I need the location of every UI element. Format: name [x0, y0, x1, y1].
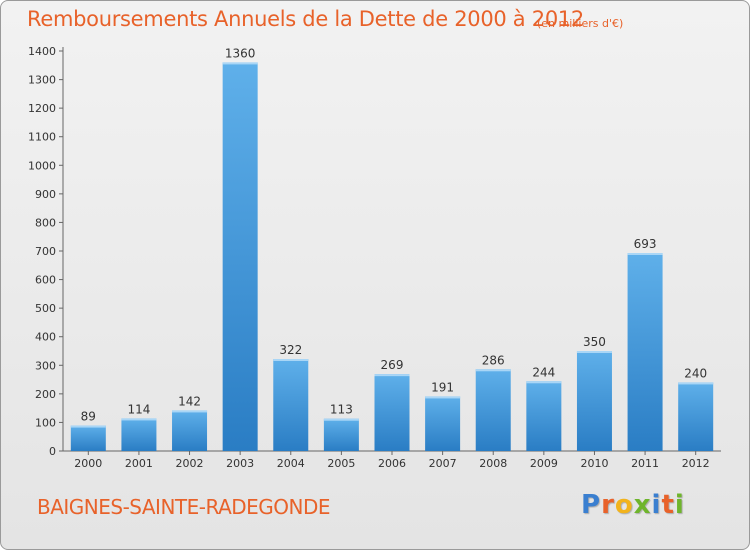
bar-highlight: [475, 369, 511, 372]
x-tick-label: 2012: [682, 457, 710, 470]
logo-letter: x: [633, 490, 652, 520]
y-tick-label: 500: [35, 302, 56, 315]
y-tick-label: 300: [35, 359, 56, 372]
logo-letter: P: [581, 490, 602, 520]
logo-letter: i: [651, 490, 662, 520]
y-tick-label: 900: [35, 188, 56, 201]
x-tick-label: 2006: [378, 457, 406, 470]
bar-2002: [172, 410, 208, 451]
x-tick-label: 2001: [125, 457, 153, 470]
axis-layer: 0 100 200 300 400 500 600 700 800 900 1000 1100 1200…: [28, 45, 721, 458]
bar-highlight: [526, 381, 562, 384]
municipality-name: BAIGNES-SAINTE-RADEGONDE: [37, 495, 331, 519]
bar-highlight: [172, 410, 208, 413]
value-label: 114: [127, 402, 150, 416]
value-label: 89: [81, 410, 96, 424]
y-tick-label: 0: [49, 445, 56, 458]
bar-highlight: [576, 351, 612, 353]
y-tick-label: 700: [35, 245, 56, 258]
bar-highlight: [425, 396, 461, 399]
value-label: 113: [330, 403, 353, 417]
bar-layer: [70, 62, 714, 452]
x-tick-label: 2007: [429, 457, 457, 470]
value-label: 142: [178, 394, 201, 408]
x-tick-label: 2009: [530, 457, 558, 470]
bar-highlight: [678, 382, 714, 385]
value-label: 286: [482, 353, 505, 367]
y-tick-label: 600: [35, 274, 56, 287]
bar-2006: [374, 374, 410, 451]
y-tick-label: 1100: [28, 131, 56, 144]
y-tick-label: 1400: [28, 45, 56, 58]
bar-highlight: [70, 425, 106, 428]
logo-letter: r: [601, 490, 615, 520]
value-label: 322: [279, 343, 302, 357]
y-tick-label: 800: [35, 216, 56, 229]
label-layer: 89 2000 114 2001 142 2002 1360 2003 322 2004 113 20…: [74, 46, 709, 470]
x-tick-label: 2008: [479, 457, 507, 470]
y-tick-label: 1200: [28, 102, 56, 115]
chart-title: Remboursements Annuels de la Dette de 20…: [27, 7, 584, 31]
bar-highlight: [222, 62, 258, 65]
y-tick-label: 1300: [28, 74, 56, 87]
y-tick-label: 400: [35, 331, 56, 344]
value-label: 269: [381, 358, 404, 372]
x-tick-label: 2000: [74, 457, 102, 470]
bar-highlight: [273, 359, 309, 361]
bar-2011: [627, 253, 663, 451]
bar-2007: [425, 396, 461, 451]
y-tick-label: 100: [35, 416, 56, 429]
value-label: 240: [684, 366, 707, 380]
value-label: 191: [431, 380, 454, 394]
bar-2005: [323, 418, 359, 451]
x-tick-label: 2002: [176, 457, 204, 470]
bar-highlight: [627, 253, 663, 255]
bar-2003: [222, 62, 258, 452]
bar-2012: [678, 382, 714, 451]
y-tick-label: 1000: [28, 159, 56, 172]
x-tick-label: 2003: [226, 457, 254, 470]
x-tick-label: 2010: [580, 457, 608, 470]
value-label: 693: [634, 237, 657, 251]
x-tick-label: 2005: [327, 457, 355, 470]
logo-letter: i: [674, 490, 685, 520]
bar-highlight: [374, 374, 410, 377]
bar-2000: [70, 425, 106, 451]
y-tick-label: 200: [35, 388, 56, 401]
bar-2001: [121, 418, 157, 451]
value-label: 350: [583, 335, 606, 349]
bar-2008: [475, 369, 511, 451]
logo-letter: o: [614, 490, 634, 520]
proxiti-logo: Proxiti: [581, 490, 685, 520]
bar-2009: [526, 381, 562, 451]
x-tick-label: 2004: [277, 457, 305, 470]
value-label: 244: [532, 365, 555, 379]
chart-subtitle: (en milliers d'€): [537, 17, 624, 30]
bar-2004: [273, 359, 309, 451]
bar-2010: [576, 351, 612, 451]
x-tick-label: 2011: [631, 457, 659, 470]
bar-highlight: [121, 418, 157, 421]
value-label: 1360: [225, 46, 256, 60]
bar-highlight: [323, 418, 359, 421]
logo-letter: t: [661, 490, 675, 520]
